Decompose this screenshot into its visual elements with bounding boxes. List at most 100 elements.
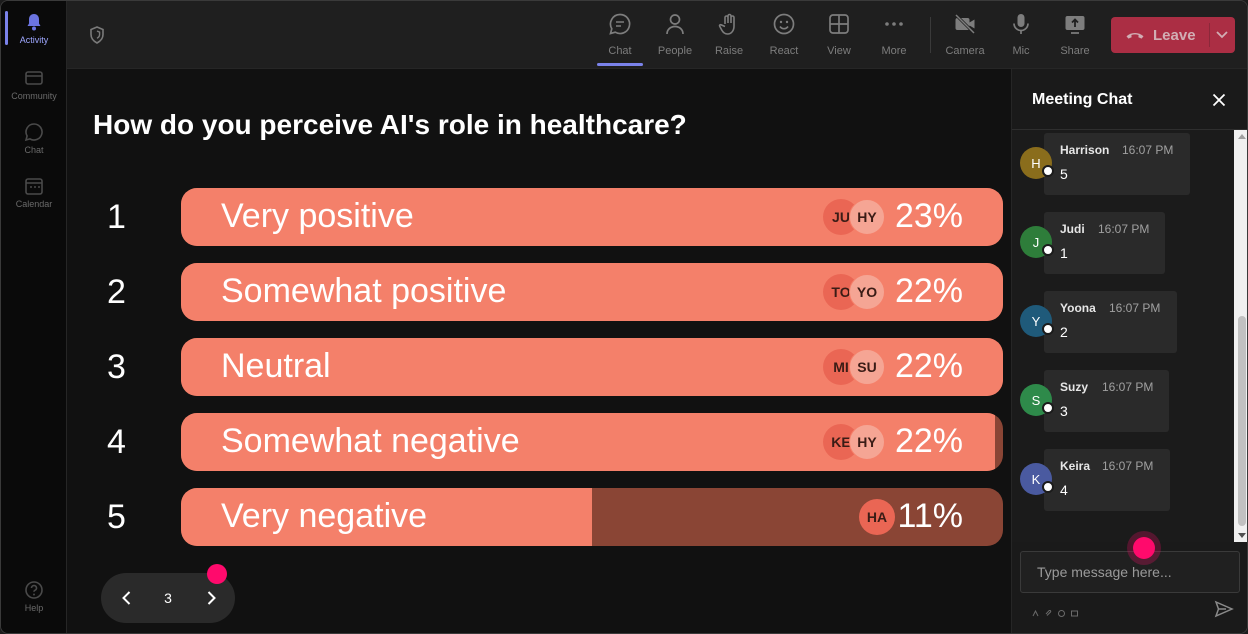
message-bubble: Yoona 16:07 PM 2: [1044, 291, 1177, 353]
view-button[interactable]: View: [814, 11, 864, 63]
chat-button[interactable]: Chat: [595, 11, 645, 63]
toolbar-divider: [930, 17, 931, 53]
chevron-right-icon[interactable]: [201, 588, 221, 608]
sender-name: Yoona: [1060, 301, 1096, 315]
rail-item-help[interactable]: Help: [1, 579, 67, 629]
camera-button-label: Camera: [945, 45, 985, 57]
poll-option-row: 1 Very positive JU HY 23%: [67, 188, 1011, 246]
poll-option-row: 4 Somewhat negative KE HY 22%: [67, 413, 1011, 471]
option-percent: 22%: [894, 347, 963, 385]
leave-button[interactable]: Leave: [1111, 17, 1235, 53]
community-icon: [23, 67, 45, 89]
chat-panel-title: Meeting Chat: [1032, 91, 1133, 108]
message-bubble: Keira 16:07 PM 4: [1044, 449, 1170, 511]
sender-name: Harrison: [1060, 143, 1110, 157]
shield-icon[interactable]: [87, 25, 107, 45]
share-button[interactable]: Share: [1050, 11, 1100, 63]
chevron-left-icon[interactable]: [117, 588, 137, 608]
presence-status-icon: [1042, 402, 1054, 414]
option-number: 4: [107, 423, 126, 461]
rail-label-activity: Activity: [19, 35, 49, 45]
send-icon[interactable]: [1214, 599, 1234, 619]
react-button[interactable]: React: [759, 11, 809, 63]
rail-label-help: Help: [24, 603, 44, 613]
option-bar: Very negative HA 11%: [181, 488, 1003, 546]
app-rail: Activity Community Chat Calendar Help: [1, 1, 67, 633]
presence-status-icon: [1042, 323, 1054, 335]
sender-avatar: J: [1020, 226, 1052, 258]
react-button-label: React: [769, 45, 799, 57]
pointer-indicator: [207, 564, 227, 584]
message-compose-box: [1020, 551, 1240, 593]
scroll-up-arrow-icon[interactable]: [1238, 134, 1246, 139]
mic-button[interactable]: Mic: [996, 11, 1046, 63]
rail-item-calendar[interactable]: Calendar: [1, 175, 67, 225]
meeting-chat-panel: Meeting Chat Harrison 16:07 PM 5 H Judi …: [1011, 69, 1247, 633]
chat-message-list: Harrison 16:07 PM 5 H Judi 16:07 PM 1 J …: [1012, 130, 1234, 542]
message-text: 5: [1060, 166, 1068, 182]
presence-status-icon: [1042, 481, 1054, 493]
scrollbar-thumb[interactable]: [1238, 316, 1246, 526]
people-button[interactable]: People: [650, 11, 700, 63]
message-text: 1: [1060, 245, 1068, 261]
rail-label-calendar: Calendar: [15, 199, 53, 209]
chevron-down-icon[interactable]: [1215, 27, 1229, 41]
chat-scrollbar[interactable]: [1234, 130, 1247, 542]
chat-message: Harrison 16:07 PM 5 H: [1020, 133, 1234, 197]
message-bubble: Suzy 16:07 PM 3: [1044, 370, 1169, 432]
sender-name: Suzy: [1060, 380, 1089, 394]
raise-hand-button[interactable]: Raise: [704, 11, 754, 63]
format-icon[interactable]: [1032, 604, 1039, 617]
message-text: 2: [1060, 324, 1068, 340]
option-number: 2: [107, 273, 126, 311]
rail-active-indicator: [5, 11, 8, 45]
option-bar: Neutral MI SU 22%: [181, 338, 1003, 396]
rail-item-chat[interactable]: Chat: [1, 121, 67, 171]
share-screen-icon: [1063, 11, 1087, 37]
voter-avatar: HA: [859, 499, 895, 535]
message-time: 16:07 PM: [1122, 143, 1174, 157]
presence-status-icon: [1042, 244, 1054, 256]
chat-tab-indicator: [597, 63, 643, 66]
message-bubble: Harrison 16:07 PM 5: [1044, 133, 1190, 195]
message-text: 4: [1060, 482, 1068, 498]
poll-option-row: 5 Very negative HA 11%: [67, 488, 1011, 546]
more-button-label: More: [881, 45, 907, 57]
attach-icon[interactable]: [1045, 604, 1052, 616]
option-percent: 22%: [894, 272, 963, 310]
grid-view-icon: [827, 11, 851, 37]
message-time: 16:07 PM: [1109, 301, 1161, 315]
gif-icon[interactable]: [1071, 604, 1078, 617]
option-number: 1: [107, 198, 126, 236]
rail-item-activity[interactable]: Activity: [1, 11, 67, 61]
voter-avatar: SU: [849, 349, 885, 385]
close-icon[interactable]: [1210, 91, 1228, 109]
raise-button-label: Raise: [714, 45, 744, 57]
people-icon: [663, 11, 687, 37]
message-time: 16:07 PM: [1098, 222, 1150, 236]
chat-icon: [23, 121, 45, 143]
hand-icon: [717, 11, 741, 37]
mic-button-label: Mic: [1012, 45, 1030, 57]
meeting-toolbar: Chat People Raise React View: [67, 1, 1247, 69]
page-number: 3: [164, 590, 172, 606]
leave-button-label: Leave: [1153, 26, 1196, 44]
voter-avatar: HY: [849, 199, 885, 235]
option-number: 3: [107, 348, 126, 386]
leave-button-divider: [1209, 23, 1210, 47]
scroll-down-arrow-icon[interactable]: [1238, 533, 1246, 538]
emoji-icon[interactable]: [1058, 604, 1065, 617]
rail-label-chat: Chat: [24, 145, 44, 155]
sender-name: Judi: [1060, 222, 1085, 236]
message-input[interactable]: [1021, 552, 1239, 592]
option-bar: Somewhat positive TO YO 22%: [181, 263, 1003, 321]
poll-option-row: 2 Somewhat positive TO YO 22%: [67, 263, 1011, 321]
poll-question: How do you perceive AI's role in healthc…: [93, 109, 687, 140]
option-number: 5: [107, 498, 126, 536]
more-button[interactable]: More: [869, 11, 919, 63]
camera-off-icon: [953, 11, 977, 37]
poll-option-row: 3 Neutral MI SU 22%: [67, 338, 1011, 396]
option-percent: 22%: [894, 422, 963, 460]
rail-item-community[interactable]: Community: [1, 67, 67, 117]
camera-button[interactable]: Camera: [940, 11, 990, 63]
